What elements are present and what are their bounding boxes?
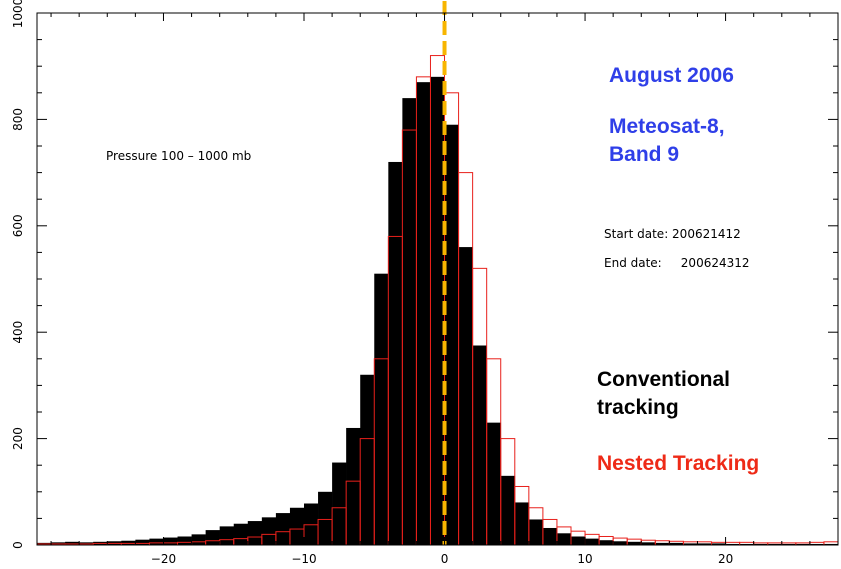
conventional-bar xyxy=(697,543,712,545)
conventional-bar xyxy=(613,541,628,545)
conventional-bar xyxy=(233,523,249,545)
conventional-bar xyxy=(304,503,319,545)
conventional-bar xyxy=(121,540,136,545)
legend-nested-tracking: Nested Tracking xyxy=(597,452,759,475)
conventional-bar xyxy=(388,161,403,545)
conventional-bar xyxy=(149,538,164,545)
conventional-bar xyxy=(739,543,754,545)
y-tick-label: 200 xyxy=(11,427,25,450)
conventional-bar xyxy=(528,519,544,545)
x-tick-label: −20 xyxy=(151,552,176,566)
conventional-bar xyxy=(261,517,277,545)
conventional-bar xyxy=(781,543,797,545)
conventional-tracking-bars xyxy=(37,76,839,546)
conventional-bar xyxy=(627,541,642,545)
conventional-bar xyxy=(458,247,473,545)
conventional-bar xyxy=(655,542,670,545)
conventional-bar xyxy=(65,541,80,545)
conventional-bar xyxy=(571,536,586,545)
legend-conventional-line1: Conventional xyxy=(597,368,730,391)
legend-conventional-line2: tracking xyxy=(597,396,679,419)
satellite-title: Meteosat-8, xyxy=(609,115,725,138)
x-tick-label: 0 xyxy=(441,552,449,566)
conventional-bar xyxy=(556,533,572,545)
conventional-bar xyxy=(318,491,333,545)
conventional-bar xyxy=(430,76,445,545)
conventional-bar xyxy=(472,345,487,545)
conventional-bar xyxy=(289,507,305,545)
conventional-bar xyxy=(275,513,291,545)
conventional-bar xyxy=(346,427,361,545)
conventional-bar xyxy=(444,124,459,545)
conventional-bar xyxy=(374,273,389,545)
conventional-bar xyxy=(809,543,825,545)
conventional-bar xyxy=(191,534,206,545)
conventional-bar xyxy=(725,543,740,545)
x-tick-label: 20 xyxy=(718,552,733,566)
conventional-bar xyxy=(711,543,726,545)
conventional-bar xyxy=(177,536,192,545)
conventional-bar xyxy=(767,543,783,545)
y-tick-label: 0 xyxy=(11,541,25,549)
conventional-bar xyxy=(599,540,614,545)
conventional-bar xyxy=(542,527,558,545)
conventional-bar xyxy=(753,543,769,545)
pressure-annotation: Pressure 100 – 1000 mb xyxy=(106,149,251,163)
conventional-bar xyxy=(514,502,530,545)
month-title: August 2006 xyxy=(609,64,734,87)
y-tick-label: 1000 xyxy=(11,0,25,28)
conventional-bar xyxy=(500,475,516,545)
conventional-bar xyxy=(219,526,235,545)
conventional-bar xyxy=(135,539,150,545)
conventional-bar xyxy=(669,542,684,545)
conventional-bar xyxy=(486,422,502,545)
end-date-label: End date: 200624312 xyxy=(604,256,750,270)
conventional-bar xyxy=(683,543,698,545)
band-title: Band 9 xyxy=(609,143,679,166)
conventional-bar xyxy=(416,82,431,545)
conventional-bar xyxy=(360,374,375,545)
y-tick-label: 400 xyxy=(11,321,25,344)
conventional-bar xyxy=(823,543,839,545)
y-tick-label: 600 xyxy=(11,214,25,237)
x-tick-label: −10 xyxy=(291,552,316,566)
conventional-bar xyxy=(402,98,417,546)
x-tick-label: 10 xyxy=(577,552,592,566)
conventional-bar xyxy=(332,462,347,545)
conventional-bar xyxy=(247,521,263,545)
conventional-bar xyxy=(795,543,811,545)
conventional-bar xyxy=(585,538,600,545)
start-date-label: Start date: 200621412 xyxy=(604,227,741,241)
conventional-bar xyxy=(641,542,656,545)
y-tick-label: 800 xyxy=(11,108,25,131)
conventional-bar xyxy=(205,530,220,545)
conventional-bar xyxy=(163,537,178,545)
